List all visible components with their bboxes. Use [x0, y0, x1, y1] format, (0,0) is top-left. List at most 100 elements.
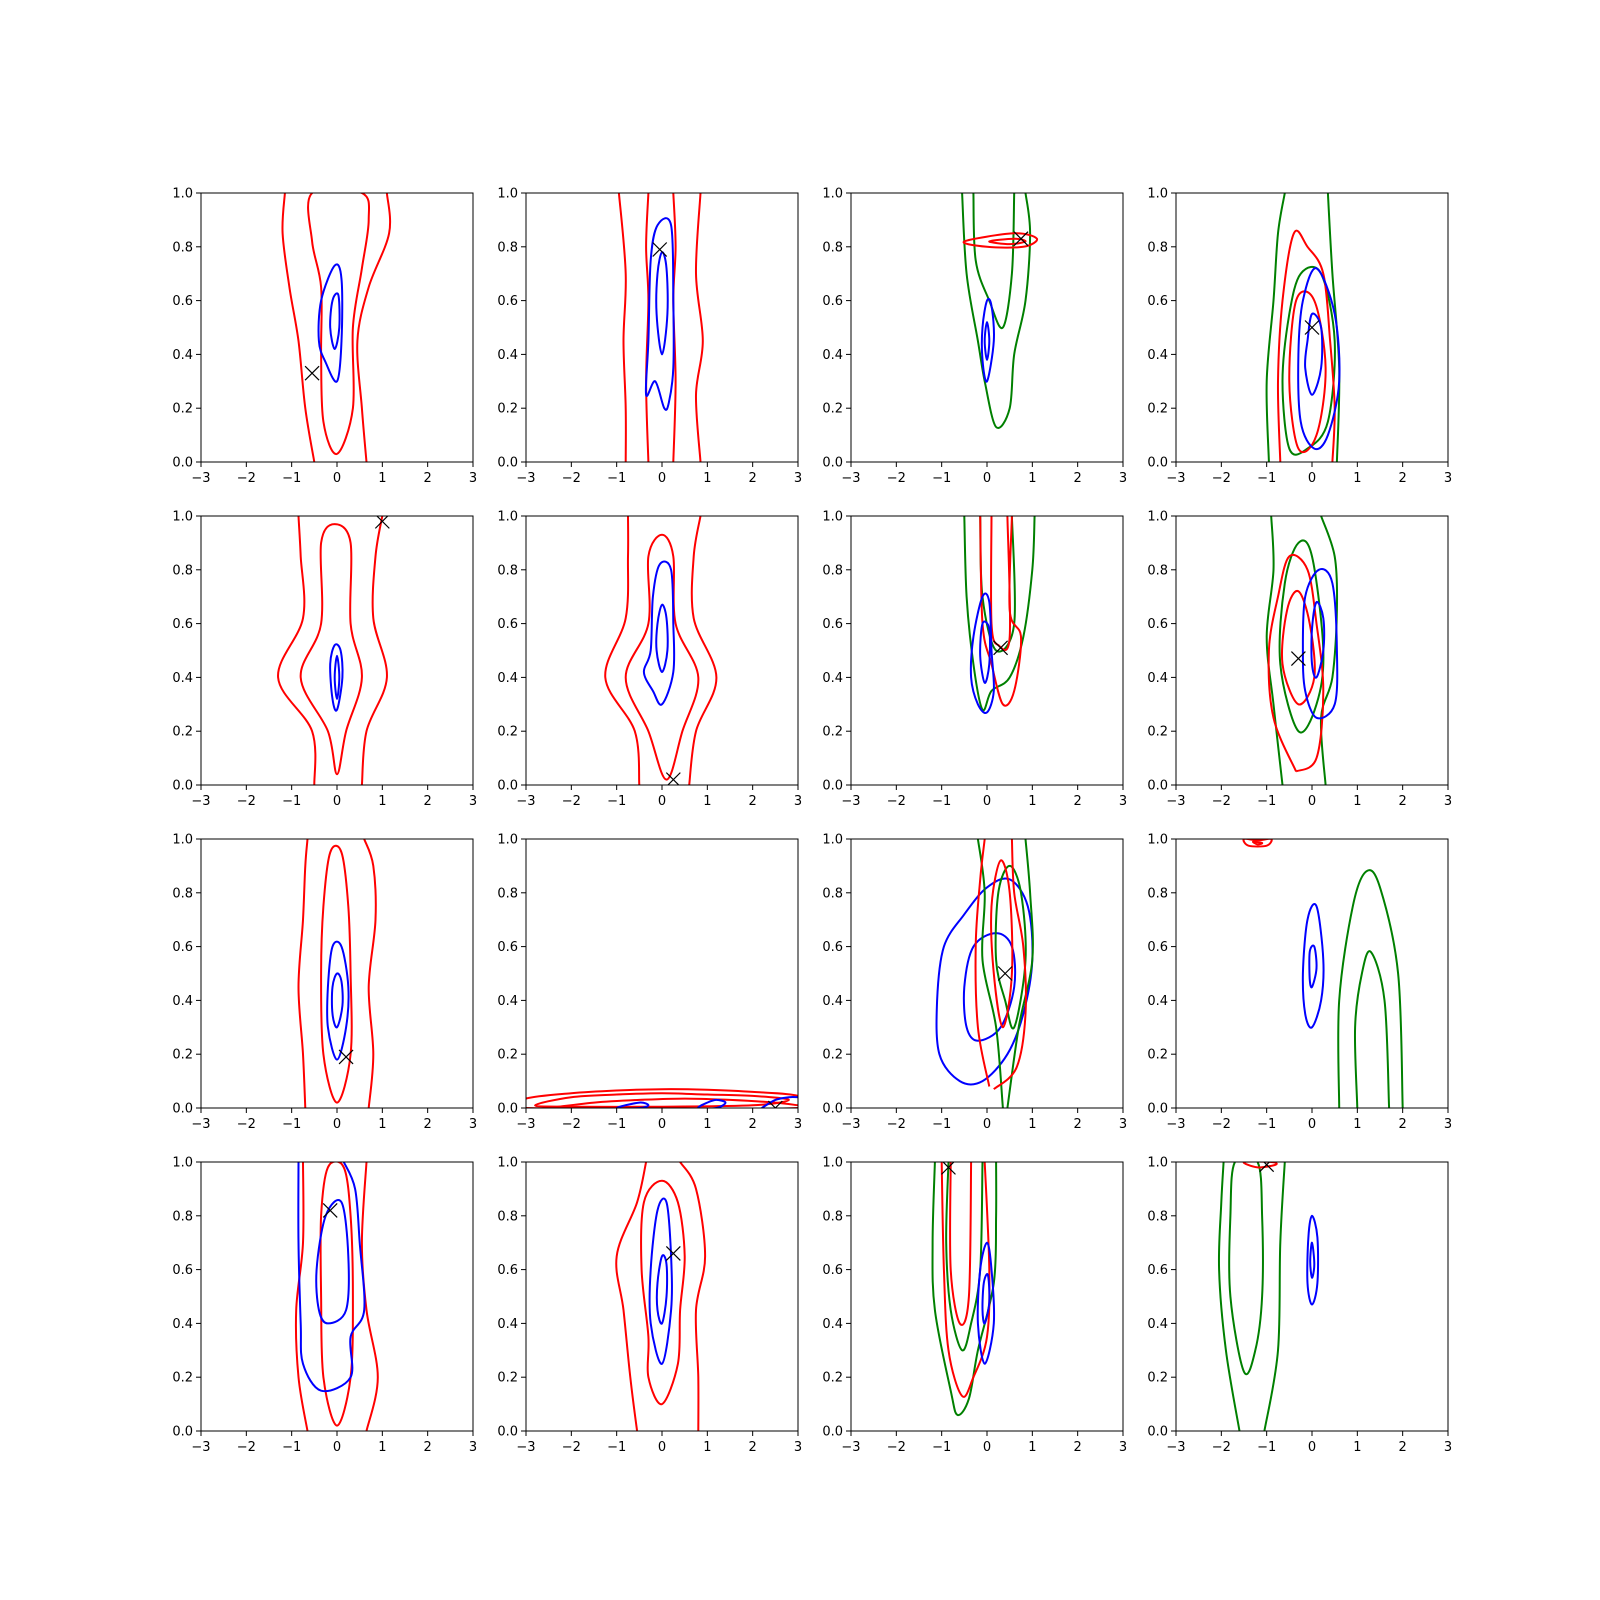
green-contour-line: [994, 864, 1027, 1030]
blue-contour-line: [333, 654, 341, 700]
red-contour-line: [548, 1097, 798, 1108]
y-tick-label: 0.2: [497, 1048, 518, 1063]
y-tick-label: 0.6: [1147, 1263, 1168, 1278]
y-tick-label: 0.6: [172, 1263, 193, 1278]
y-tick-label: 0.4: [822, 348, 843, 363]
red-contour-line: [1242, 1162, 1278, 1169]
x-tick-label: −1: [607, 1440, 626, 1455]
x-tick-label: −1: [932, 1117, 951, 1132]
blue-contour-line: [655, 603, 669, 673]
y-tick-label: 0.4: [497, 348, 518, 363]
y-tick-label: 1.0: [822, 187, 843, 202]
x-tick-label: 1: [1353, 471, 1361, 486]
x-tick-label: −3: [516, 471, 535, 486]
y-tick-label: 1.0: [497, 510, 518, 525]
red-contour-line: [1288, 290, 1327, 454]
blue-contour-line: [1301, 568, 1339, 720]
blue-contour-line: [1310, 600, 1326, 679]
x-tick-label: 3: [1444, 471, 1452, 486]
red-contour-line: [297, 839, 309, 1108]
y-tick-label: 0.8: [497, 1209, 518, 1224]
y-tick-label: 1.0: [172, 187, 193, 202]
x-tick-label: −3: [1166, 794, 1185, 809]
red-contour-line: [294, 1162, 309, 1431]
green-contour-line: [931, 1162, 998, 1417]
y-tick-label: 0.8: [822, 563, 843, 578]
x-tick-label: −2: [237, 794, 256, 809]
x-tick-label: 3: [1119, 794, 1127, 809]
y-tick-label: 1.0: [172, 510, 193, 525]
y-tick-label: 0.8: [172, 240, 193, 255]
green-contour-line: [972, 193, 1016, 330]
red-contour-line: [360, 516, 388, 785]
y-tick-label: 1.0: [172, 1156, 193, 1171]
x-tick-label: 0: [333, 1117, 341, 1132]
subplot-1-1: −3 −2 −1 0 1 2 3 0.0 0.2 0.4 0.6 0.8 1.0: [172, 187, 477, 487]
green-contour-line: [963, 516, 1036, 712]
x-marker: [941, 1162, 956, 1175]
x-tick-label: 3: [469, 1440, 477, 1455]
y-tick-label: 0.0: [172, 456, 193, 471]
y-tick-label: 0.4: [497, 994, 518, 1009]
x-tick-label: 2: [424, 794, 432, 809]
x-tick-label: −2: [887, 471, 906, 486]
y-tick-label: 0.8: [822, 1209, 843, 1224]
subplot-3-4: −3 −2 −1 0 1 2 3 0.0 0.2 0.4 0.6 0.8 1.0: [1147, 833, 1452, 1133]
y-tick-label: 0.0: [822, 1102, 843, 1117]
x-tick-label: 3: [794, 471, 802, 486]
red-contour-line: [1252, 840, 1264, 846]
y-tick-label: 0.4: [822, 1317, 843, 1332]
y-tick-label: 0.4: [822, 994, 843, 1009]
y-tick-label: 0.0: [1147, 779, 1168, 794]
y-tick-label: 0.0: [497, 456, 518, 471]
x-tick-label: 2: [424, 1117, 432, 1132]
y-tick-label: 0.6: [497, 617, 518, 632]
y-tick-label: 0.6: [822, 617, 843, 632]
y-tick-label: 0.2: [1147, 1048, 1168, 1063]
x-tick-label: −2: [887, 1440, 906, 1455]
x-tick-label: −1: [282, 471, 301, 486]
x-tick-label: 3: [794, 1440, 802, 1455]
y-tick-label: 0.4: [1147, 1317, 1168, 1332]
x-tick-label: 0: [333, 1440, 341, 1455]
x-tick-label: −3: [1166, 1440, 1185, 1455]
x-tick-label: −3: [191, 1440, 210, 1455]
x-tick-label: −3: [191, 794, 210, 809]
x-tick-label: −2: [887, 794, 906, 809]
y-tick-label: 0.2: [172, 725, 193, 740]
red-contour-line: [534, 1092, 790, 1108]
y-tick-label: 0.2: [822, 1048, 843, 1063]
y-tick-label: 0.8: [1147, 240, 1168, 255]
subplot-4-2: −3 −2 −1 0 1 2 3 0.0 0.2 0.4 0.6 0.8 1.0: [497, 1156, 802, 1456]
x-tick-label: 1: [1353, 1117, 1361, 1132]
x-tick-label: 0: [983, 1440, 991, 1455]
red-contour-line: [1242, 839, 1273, 848]
y-tick-label: 0.6: [172, 617, 193, 632]
red-contour-line: [1276, 229, 1336, 462]
x-tick-label: 3: [1119, 1117, 1127, 1132]
x-marker: [1013, 231, 1029, 247]
x-tick-label: −1: [932, 794, 951, 809]
x-tick-label: 2: [749, 794, 757, 809]
x-tick-label: −2: [1212, 471, 1231, 486]
y-tick-label: 0.0: [1147, 1425, 1168, 1440]
green-contour-line: [1263, 1162, 1286, 1431]
x-tick-label: 1: [1353, 1440, 1361, 1455]
red-contour-line: [640, 1179, 686, 1406]
y-tick-label: 0.2: [172, 402, 193, 417]
blue-contour-line: [980, 297, 995, 383]
x-marker: [374, 516, 390, 529]
red-contour-line: [319, 1162, 354, 1427]
red-contour-line: [1267, 554, 1325, 773]
y-tick-label: 0.0: [822, 779, 843, 794]
x-marker: [1259, 1162, 1275, 1173]
y-tick-label: 0.4: [172, 348, 193, 363]
x-tick-label: −2: [237, 1440, 256, 1455]
y-tick-label: 0.6: [497, 1263, 518, 1278]
x-tick-label: 2: [749, 1440, 757, 1455]
contour-group: [277, 516, 388, 785]
y-tick-label: 1.0: [822, 833, 843, 848]
subplot-2-1: −3 −2 −1 0 1 2 3 0.0 0.2 0.4 0.6 0.8 1.0: [172, 510, 477, 810]
y-tick-label: 1.0: [1147, 510, 1168, 525]
red-contour-line: [962, 232, 1039, 249]
